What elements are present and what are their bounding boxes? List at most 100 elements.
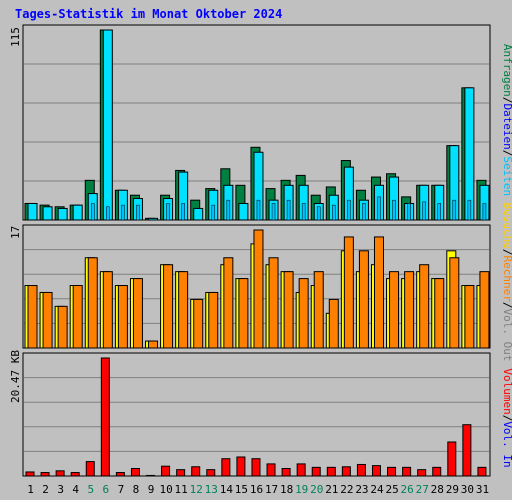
legend-hits-files-pages-item-2: Dateien bbox=[501, 103, 512, 149]
legend-volume-item-0: Volumen bbox=[501, 368, 512, 414]
bar-files-day-9 bbox=[148, 217, 159, 221]
bar-files-day-1 bbox=[27, 202, 38, 221]
y-max-label-volume: 20.47 KB bbox=[9, 350, 22, 403]
x-tick-label-day-9: 9 bbox=[148, 483, 155, 496]
bar-volume-day-13 bbox=[206, 469, 216, 477]
bar-pages-day-28 bbox=[437, 203, 441, 221]
legend-visits-sites-item-4: Vol. Out bbox=[501, 308, 512, 361]
bar-volume-day-6 bbox=[100, 357, 110, 477]
x-tick-label-day-13: 13 bbox=[205, 483, 218, 496]
bar-pages-day-18 bbox=[286, 199, 291, 221]
legend-visits-sites: Besuche/Rechner/Vol. Out bbox=[501, 203, 512, 362]
x-tick-label-day-5: 5 bbox=[87, 483, 94, 496]
bar-volume-day-31 bbox=[477, 466, 487, 477]
bar-volume-day-28 bbox=[432, 466, 442, 477]
bar-files-day-3 bbox=[57, 207, 68, 221]
bar-sites-day-21 bbox=[328, 298, 339, 349]
x-tick-label-day-26: 26 bbox=[401, 483, 414, 496]
bar-pages-day-23 bbox=[362, 203, 366, 221]
bar-pages-day-21 bbox=[332, 204, 336, 221]
bar-pages-day-25 bbox=[392, 199, 396, 221]
x-tick-label-day-1: 1 bbox=[27, 483, 34, 496]
bar-sites-day-13 bbox=[208, 291, 219, 349]
x-tick-label-day-28: 28 bbox=[431, 483, 444, 496]
bar-sites-day-29 bbox=[449, 257, 460, 349]
legend-volume: Volumen/Vol. In bbox=[501, 368, 512, 467]
bar-sites-day-10 bbox=[163, 264, 174, 349]
bar-files-day-2 bbox=[42, 206, 53, 221]
bar-volume-day-18 bbox=[281, 468, 291, 477]
bar-pages-day-10 bbox=[166, 203, 170, 221]
bar-volume-day-24 bbox=[371, 465, 381, 477]
bar-volume-day-12 bbox=[191, 466, 201, 477]
chart-title: Tages-Statistik im Monat Oktober 2024 bbox=[15, 7, 283, 21]
bar-pages-day-26 bbox=[407, 203, 411, 221]
x-tick-label-day-24: 24 bbox=[370, 483, 384, 496]
bar-volume-day-14 bbox=[221, 458, 231, 477]
x-tick-label-day-10: 10 bbox=[159, 483, 172, 496]
bar-files-day-12 bbox=[193, 207, 204, 221]
bar-sites-day-31 bbox=[479, 271, 490, 349]
x-tick-label-day-31: 31 bbox=[476, 483, 489, 496]
x-tick-label-day-25: 25 bbox=[385, 483, 398, 496]
bar-sites-day-17 bbox=[268, 257, 279, 349]
bar-pages-day-20 bbox=[316, 206, 321, 221]
bar-sites-day-4 bbox=[72, 285, 83, 349]
bar-sites-day-22 bbox=[343, 236, 354, 349]
legend-hits-files-pages-item-4: Seiten bbox=[501, 156, 512, 196]
bar-sites-day-5 bbox=[87, 257, 98, 349]
bar-sites-day-12 bbox=[193, 298, 204, 349]
bar-sites-day-30 bbox=[464, 285, 475, 349]
bar-pages-day-7 bbox=[121, 204, 125, 221]
bar-volume-day-30 bbox=[462, 424, 472, 477]
bar-sites-day-23 bbox=[358, 250, 369, 349]
bar-volume-day-21 bbox=[326, 466, 336, 477]
bar-pages-day-6 bbox=[106, 206, 110, 221]
bar-pages-day-31 bbox=[482, 203, 487, 221]
legend-hits-files-pages: Anfragen/Dateien/Seiten bbox=[501, 44, 512, 196]
bar-sites-day-18 bbox=[283, 271, 294, 349]
bar-volume-day-25 bbox=[387, 466, 397, 477]
bar-sites-day-26 bbox=[404, 271, 415, 349]
bar-volume-day-19 bbox=[296, 463, 306, 477]
legend-visits-sites-item-2: Rechner bbox=[501, 256, 512, 303]
bar-sites-day-1 bbox=[27, 285, 38, 349]
legend-volume-item-2: Vol. In bbox=[501, 421, 512, 467]
bar-files-day-6 bbox=[102, 29, 113, 221]
x-tick-label-day-16: 16 bbox=[250, 483, 263, 496]
bar-files-day-4 bbox=[72, 204, 83, 221]
bar-volume-day-3 bbox=[55, 470, 65, 477]
x-tick-label-day-17: 17 bbox=[265, 483, 278, 496]
legend-hits-files-pages-item-0: Anfragen bbox=[501, 44, 512, 97]
legend-hits-files-pages-item-1: / bbox=[501, 97, 512, 104]
x-tick-label-day-4: 4 bbox=[72, 483, 79, 496]
bar-volume-day-17 bbox=[266, 463, 276, 477]
bar-sites-day-24 bbox=[373, 236, 384, 349]
chart-panel-3 bbox=[22, 352, 491, 477]
bar-sites-day-7 bbox=[117, 285, 128, 349]
bar-pages-day-14 bbox=[226, 199, 231, 221]
x-tick-label-day-19: 19 bbox=[295, 483, 308, 496]
x-tick-label-day-8: 8 bbox=[133, 483, 140, 496]
bar-volume-day-5 bbox=[85, 461, 95, 477]
bar-volume-day-1 bbox=[25, 471, 35, 477]
bar-volume-day-22 bbox=[341, 466, 351, 477]
bar-sites-day-16 bbox=[253, 229, 264, 349]
x-tick-label-day-7: 7 bbox=[118, 483, 125, 496]
legend-visits-sites-item-3: / bbox=[501, 302, 512, 309]
legend-visits-sites-item-0: Besuche bbox=[501, 203, 512, 249]
bar-sites-day-28 bbox=[434, 278, 445, 349]
x-tick-label-day-14: 14 bbox=[220, 483, 234, 496]
bar-pages-day-22 bbox=[347, 199, 351, 221]
bar-volume-day-11 bbox=[176, 469, 186, 477]
bar-sites-day-27 bbox=[419, 264, 430, 349]
legend-volume-item-1: / bbox=[501, 415, 512, 422]
y-max-label-visits: 17 bbox=[9, 226, 22, 239]
bar-pages-day-16 bbox=[256, 199, 261, 221]
bar-sites-day-25 bbox=[389, 271, 400, 349]
legend-hits-files-pages-item-3: / bbox=[501, 150, 512, 157]
x-tick-label-day-12: 12 bbox=[190, 483, 203, 496]
bar-volume-day-23 bbox=[356, 463, 366, 477]
bar-pages-day-11 bbox=[181, 203, 185, 221]
